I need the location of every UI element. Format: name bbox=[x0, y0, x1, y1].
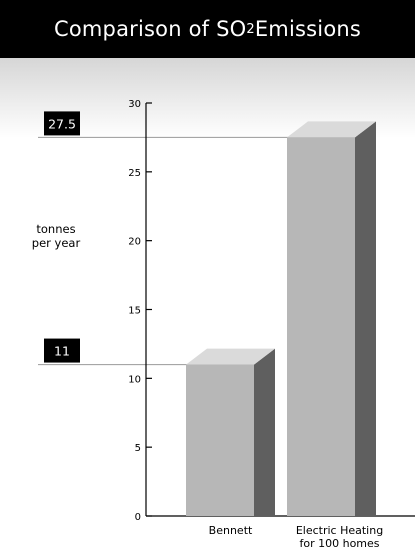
bar bbox=[186, 348, 275, 516]
y-tick-label: 0 bbox=[135, 512, 141, 523]
y-axis-label: tonnes bbox=[36, 222, 75, 236]
y-tick-label: 5 bbox=[135, 443, 141, 454]
value-callout: 11 bbox=[44, 338, 80, 363]
bar bbox=[287, 121, 376, 517]
chart-title: Comparison of SO 2 Emissions bbox=[0, 0, 415, 58]
y-tick-label: 10 bbox=[128, 374, 141, 385]
value-callout-label: 27.5 bbox=[48, 116, 76, 131]
chart-title-suffix: Emissions bbox=[254, 17, 362, 41]
y-axis-label: per year bbox=[32, 236, 81, 250]
y-tick-label: 15 bbox=[128, 306, 141, 317]
y-tick-label: 20 bbox=[128, 237, 141, 248]
bar-top bbox=[186, 348, 275, 365]
y-tick-label: 30 bbox=[128, 99, 141, 110]
chart-title-prefix: Comparison of SO bbox=[53, 17, 247, 41]
bar-side bbox=[254, 348, 275, 516]
bar-side bbox=[355, 121, 376, 517]
value-callout-box bbox=[44, 338, 80, 363]
chart-title-subscript: 2 bbox=[246, 21, 255, 37]
y-tick-label: 25 bbox=[128, 168, 141, 179]
value-callout-box bbox=[44, 111, 80, 136]
bar-front bbox=[287, 137, 355, 516]
bar-front bbox=[186, 364, 254, 516]
x-category-label: for 100 homes bbox=[299, 537, 379, 550]
value-callout: 27.5 bbox=[44, 111, 80, 136]
bar-top bbox=[287, 121, 376, 138]
value-callout-label: 11 bbox=[54, 344, 70, 359]
x-category-label: Bennett bbox=[209, 524, 253, 537]
x-category-label: Electric Heating bbox=[296, 524, 383, 537]
